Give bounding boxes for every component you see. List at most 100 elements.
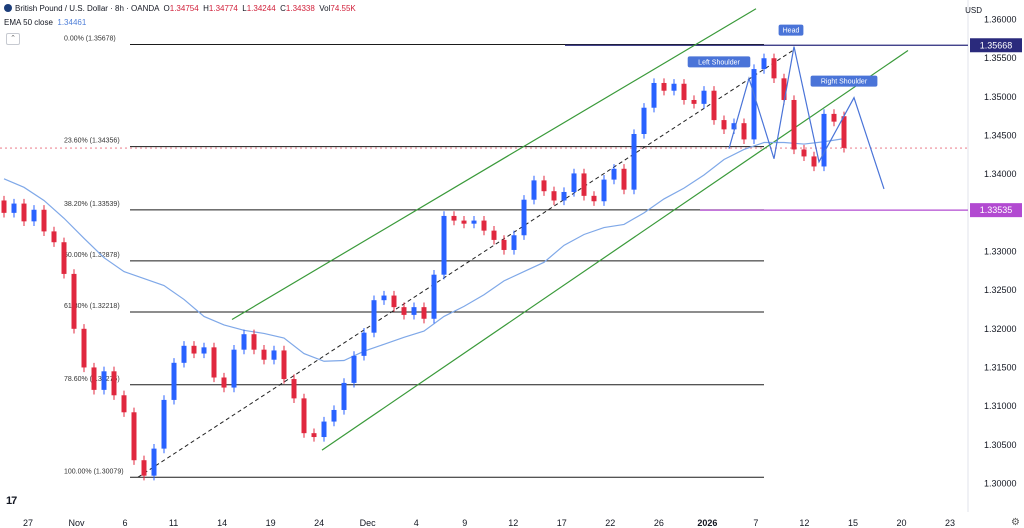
y-tick-label: 1.30500 — [984, 440, 1017, 450]
candle-body — [11, 203, 17, 213]
resistance-price-label: 1.35668 — [980, 40, 1013, 50]
candle-body — [341, 382, 347, 410]
fib-level-label: 61.80% (1.32218) — [64, 303, 120, 310]
candle-body — [441, 215, 447, 275]
y-tick-label: 1.34000 — [984, 169, 1017, 179]
candle-body — [31, 209, 37, 222]
candle-body — [21, 203, 27, 222]
candle-body — [831, 113, 837, 122]
chevron-up-icon[interactable]: ⌃ — [6, 33, 20, 45]
candle-body — [421, 307, 427, 319]
tradingview-logo-icon: 17 — [6, 495, 17, 507]
candle-body — [361, 332, 367, 356]
support-price-label: 1.33535 — [980, 205, 1013, 215]
candle-body — [61, 242, 67, 274]
y-tick-label: 1.35000 — [984, 92, 1017, 102]
candle-body — [271, 350, 277, 360]
y-tick-label: 1.32500 — [984, 285, 1017, 295]
x-tick-label: 24 — [314, 518, 324, 528]
symbol-header: British Pound / U.S. Dollar · 8h · OANDA… — [4, 4, 356, 13]
ema-label: EMA 50 close — [4, 18, 53, 27]
candle-body — [841, 116, 847, 148]
x-tick-label: 9 — [462, 518, 467, 528]
candle-body — [801, 149, 807, 157]
y-tick-label: 1.30000 — [984, 478, 1017, 488]
candle-body — [451, 215, 457, 221]
pattern-label-box — [778, 24, 804, 36]
y-tick-label: 1.34500 — [984, 131, 1017, 141]
candle-body — [231, 349, 237, 388]
fib-level-label: 0.00% (1.35678) — [64, 35, 116, 42]
volume-value: 74.55K — [330, 4, 356, 13]
candle-body — [311, 433, 317, 438]
candle-body — [781, 78, 787, 100]
candle-body — [351, 355, 357, 383]
symbol-title[interactable]: British Pound / U.S. Dollar · 8h · OANDA — [15, 4, 160, 13]
y-tick-label: 1.31000 — [984, 401, 1017, 411]
x-tick-label: 12 — [508, 518, 518, 528]
candle-body — [821, 113, 827, 167]
high-value: 1.34774 — [208, 4, 238, 13]
head-shoulders-pattern-line — [728, 46, 885, 190]
ema-legend[interactable]: EMA 50 close 1.34461 — [4, 18, 86, 27]
candle-body — [661, 82, 667, 91]
candle-body — [491, 230, 497, 240]
candle-body — [221, 377, 227, 388]
candle-body — [481, 220, 487, 231]
open-value: 1.34754 — [169, 4, 199, 13]
candle-body — [1, 200, 7, 213]
currency-label: USD — [965, 6, 982, 15]
gear-icon[interactable]: ⚙ — [1011, 517, 1020, 528]
close-value: 1.34338 — [285, 4, 315, 13]
x-tick-label: 4 — [414, 518, 419, 528]
candle-body — [41, 209, 47, 232]
fib-level-label: 23.60% (1.34356) — [64, 138, 120, 145]
candle-body — [671, 83, 677, 91]
candle-body — [431, 274, 437, 319]
candle-body — [811, 156, 817, 167]
candle-body — [301, 398, 307, 434]
candle-body — [461, 220, 467, 224]
x-tick-label: 2026 — [697, 518, 717, 528]
pattern-label-box — [810, 75, 878, 87]
candle-body — [411, 307, 417, 315]
candle-body — [121, 395, 127, 413]
candle-body — [731, 123, 737, 130]
ema-value: 1.34461 — [57, 18, 87, 27]
x-tick-label: 19 — [266, 518, 276, 528]
candle-body — [561, 191, 567, 201]
fib-level-label: 100.00% (1.30079) — [64, 468, 124, 475]
pattern-label: Head — [783, 28, 800, 35]
low-label: L — [242, 4, 247, 13]
resistance-price-tag — [970, 38, 1022, 53]
pattern-label: Left Shoulder — [698, 59, 740, 66]
x-tick-label: 6 — [123, 518, 128, 528]
candle-body — [761, 58, 767, 70]
candle-body — [521, 199, 527, 236]
y-tick-label: 1.32000 — [984, 324, 1017, 334]
y-tick-label: 1.33000 — [984, 247, 1017, 257]
candle-body — [131, 412, 137, 461]
x-tick-label: Nov — [69, 518, 86, 528]
channel-mid-line — [137, 49, 795, 478]
candle-body — [641, 107, 647, 135]
candle-body — [201, 347, 207, 354]
candle-body — [621, 168, 627, 190]
candle-body — [651, 82, 657, 108]
x-tick-label: 22 — [605, 518, 615, 528]
close-label: C — [280, 4, 286, 13]
candle-body — [191, 345, 197, 354]
x-tick-label: 15 — [848, 518, 858, 528]
candle-body — [331, 409, 337, 422]
candle-body — [551, 191, 557, 201]
x-tick-label: 7 — [753, 518, 758, 528]
candle-body — [291, 379, 297, 399]
candle-body — [401, 307, 407, 315]
candle-body — [381, 295, 387, 301]
candle-body — [151, 448, 157, 476]
candle-body — [51, 231, 57, 243]
y-tick-label: 1.36000 — [984, 15, 1017, 25]
candle-body — [391, 295, 397, 308]
